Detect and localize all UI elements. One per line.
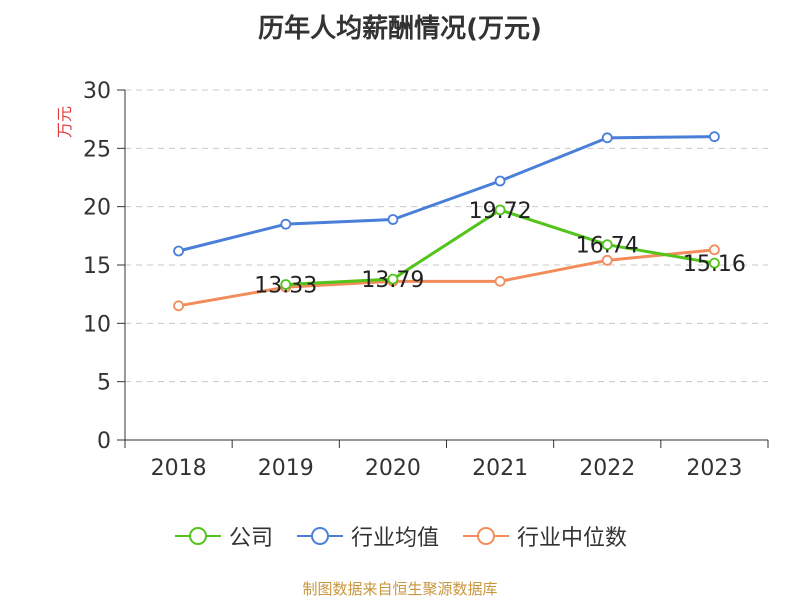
source-note: 制图数据来自恒生聚源数据库 (302, 580, 498, 598)
data-point (709, 131, 720, 143)
legend: 公司 行业均值 行业中位数 (0, 520, 800, 552)
legend-label-industry-median: 行业中位数 (517, 526, 628, 551)
y-tick-label: 0 (97, 429, 111, 454)
data-label: 13.79 (361, 268, 424, 293)
legend-swatch-industry-mean (296, 527, 343, 545)
y-tick-label: 25 (83, 137, 111, 162)
series-line-2 (178, 248, 715, 308)
y-tick-label: 5 (97, 371, 111, 396)
data-point (280, 279, 292, 290)
legend-label-industry-mean: 行业均值 (350, 526, 439, 551)
legend-item-industry-median[interactable]: 行业中位数 (461, 520, 627, 552)
x-tick-label: 2021 (472, 456, 528, 481)
y-tick-label: 15 (83, 254, 111, 279)
legend-item-industry-mean[interactable]: 行业均值 (295, 520, 439, 552)
y-tick-label: 10 (83, 312, 111, 337)
data-point (601, 254, 613, 266)
data-point (387, 214, 399, 225)
legend-swatch-company (174, 527, 221, 545)
data-point (494, 175, 506, 187)
data-label: 16.74 (576, 234, 639, 259)
x-tick-label: 2018 (151, 456, 207, 481)
data-label: 19.72 (469, 199, 532, 224)
y-tick-label: 20 (83, 196, 111, 221)
x-tick-label: 2019 (258, 456, 314, 481)
data-label: 13.33 (254, 273, 317, 298)
data-point (173, 245, 184, 257)
y-axis-label: 万元 (55, 106, 74, 138)
data-point (601, 132, 613, 144)
x-tick-label: 2020 (365, 456, 421, 481)
data-point (494, 275, 506, 287)
x-tick-label: 2022 (579, 456, 635, 481)
legend-label-company: 公司 (228, 526, 273, 551)
legend-swatch-industry-median (463, 527, 509, 545)
chart-title: 历年人均薪酬情况(万元) (258, 14, 542, 44)
data-point (387, 273, 399, 285)
data-point (280, 218, 292, 230)
data-point (494, 204, 506, 216)
data-label: 15.16 (683, 252, 746, 277)
data-point (601, 239, 613, 251)
series-line-1 (178, 135, 715, 253)
data-point (173, 300, 184, 312)
x-tick-label: 2023 (686, 456, 742, 481)
data-point (709, 244, 720, 256)
data-point (709, 257, 720, 269)
legend-item-company[interactable]: 公司 (173, 520, 273, 552)
y-tick-label: 30 (83, 79, 111, 104)
